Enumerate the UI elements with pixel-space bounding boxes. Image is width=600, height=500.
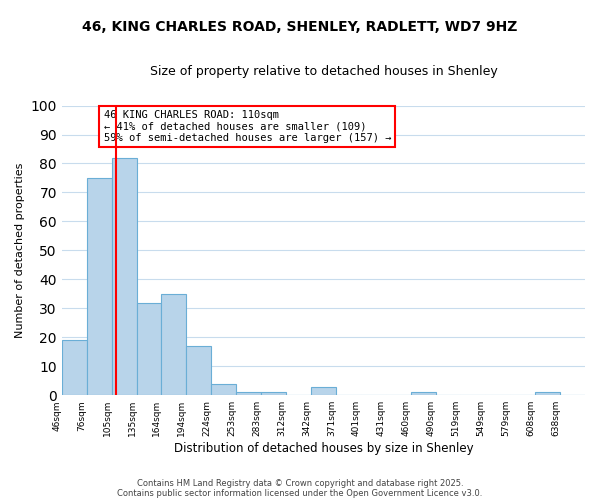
Bar [161, 294, 187, 395]
Bar [311, 386, 336, 395]
Bar [87, 178, 112, 395]
Bar [187, 346, 211, 395]
Bar [62, 340, 87, 395]
Bar [236, 392, 261, 395]
Bar [535, 392, 560, 395]
Bar [410, 392, 436, 395]
Text: 46, KING CHARLES ROAD, SHENLEY, RADLETT, WD7 9HZ: 46, KING CHARLES ROAD, SHENLEY, RADLETT,… [82, 20, 518, 34]
Bar [211, 384, 236, 395]
Text: Contains HM Land Registry data © Crown copyright and database right 2025.: Contains HM Land Registry data © Crown c… [137, 478, 463, 488]
Bar [137, 302, 161, 395]
Y-axis label: Number of detached properties: Number of detached properties [15, 162, 25, 338]
X-axis label: Distribution of detached houses by size in Shenley: Distribution of detached houses by size … [173, 442, 473, 455]
Text: 46 KING CHARLES ROAD: 110sqm
← 41% of detached houses are smaller (109)
59% of s: 46 KING CHARLES ROAD: 110sqm ← 41% of de… [104, 110, 391, 143]
Bar [261, 392, 286, 395]
Bar [112, 158, 137, 395]
Title: Size of property relative to detached houses in Shenley: Size of property relative to detached ho… [149, 65, 497, 78]
Text: Contains public sector information licensed under the Open Government Licence v3: Contains public sector information licen… [118, 488, 482, 498]
